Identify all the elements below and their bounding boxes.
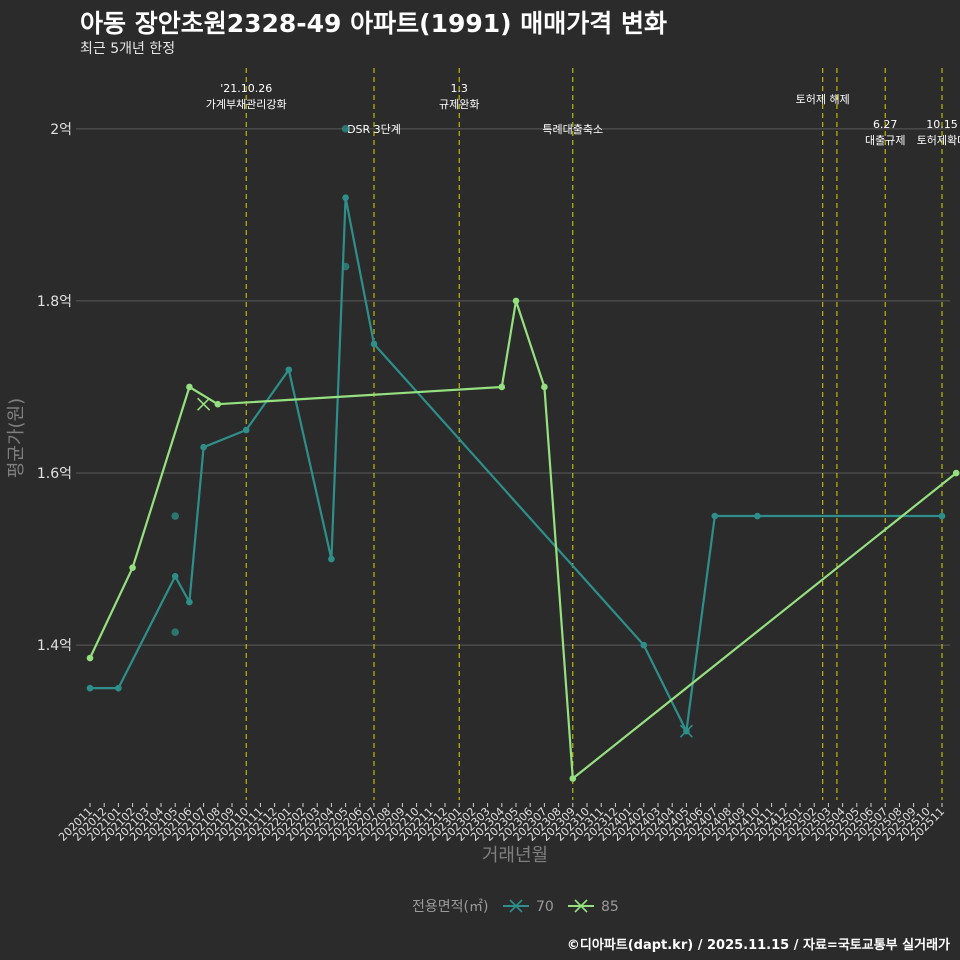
series-line-85	[89, 299, 957, 780]
event-label: '21.10.26	[220, 82, 272, 95]
y-axis: 1.4억 1.6억 1.8억 2억	[37, 122, 72, 654]
data-point-85	[129, 564, 136, 571]
chart-subtitle: 최근 5개년 한정	[80, 41, 176, 57]
legend-key-cross-85	[574, 899, 588, 913]
cross-marker-70	[679, 724, 693, 738]
data-point-70	[115, 684, 122, 692]
y-tick-label: 1.8억	[37, 294, 72, 310]
data-point-85	[498, 383, 506, 391]
event-label: 토허제 해제	[796, 92, 850, 106]
series-line-70	[90, 196, 942, 733]
event-label: 토허제확대	[917, 134, 960, 147]
data-point-70	[242, 426, 250, 434]
data-point-85	[186, 383, 193, 391]
data-point-70	[640, 641, 648, 649]
event-label: 1.3	[450, 82, 468, 95]
scatter-point-70	[171, 628, 179, 637]
data-point-85	[541, 383, 548, 391]
footer-credit: ©디아파트(dapt.kr) / 2025.11.15 / 자료=국토교통부 실…	[566, 938, 950, 953]
data-point-70	[711, 512, 719, 520]
event-label: 특례대출축소	[542, 123, 603, 136]
data-point-70	[938, 512, 946, 520]
y-tick-label: 2억	[50, 122, 72, 138]
data-point-70	[285, 366, 293, 374]
data-point-85	[952, 469, 960, 477]
data-point-85	[214, 400, 222, 408]
y-tick-label: 1.6억	[37, 466, 72, 482]
data-point-85	[569, 775, 577, 782]
x-axis: 2020112020122021012021022021032021042021…	[56, 803, 947, 844]
legend-title: 전용면적(㎡)	[412, 899, 488, 915]
x-axis-title: 거래년월	[482, 845, 548, 866]
event-label: 가계부채관리강화	[206, 98, 287, 111]
data-series	[86, 125, 960, 782]
data-point-85	[86, 654, 94, 662]
data-point-85	[512, 297, 520, 305]
legend-key-cross-70	[509, 899, 523, 913]
cross-marker-85	[197, 397, 211, 411]
y-axis-title: 평균가(원)	[6, 398, 27, 478]
event-label: DSR 3단계	[347, 123, 401, 136]
scatter-point-70	[341, 262, 350, 271]
data-point-70	[370, 340, 378, 348]
event-label: 대출규제	[865, 134, 905, 147]
data-point-70	[754, 512, 761, 520]
event-label: 6.27	[873, 118, 898, 131]
legend: 전용면적(㎡) 70 85	[412, 899, 619, 915]
y-tick-label: 1.4억	[37, 638, 72, 654]
event-label: 10.15	[926, 118, 958, 131]
chart-title: 아동 장안초원2328-49 아파트(1991) 매매가격 변화	[80, 9, 667, 38]
legend-label-70: 70	[536, 899, 554, 915]
legend-label-85: 85	[601, 899, 619, 915]
data-point-70	[200, 443, 207, 451]
data-point-70	[342, 194, 349, 201]
data-point-70	[328, 555, 335, 563]
event-label: 규제완화	[439, 98, 479, 111]
scatter-point-70	[171, 512, 179, 520]
data-point-70	[86, 684, 94, 692]
data-point-70	[186, 598, 193, 606]
scatter-point-70	[341, 125, 350, 133]
data-point-70	[171, 572, 179, 580]
gridlines	[76, 128, 950, 646]
